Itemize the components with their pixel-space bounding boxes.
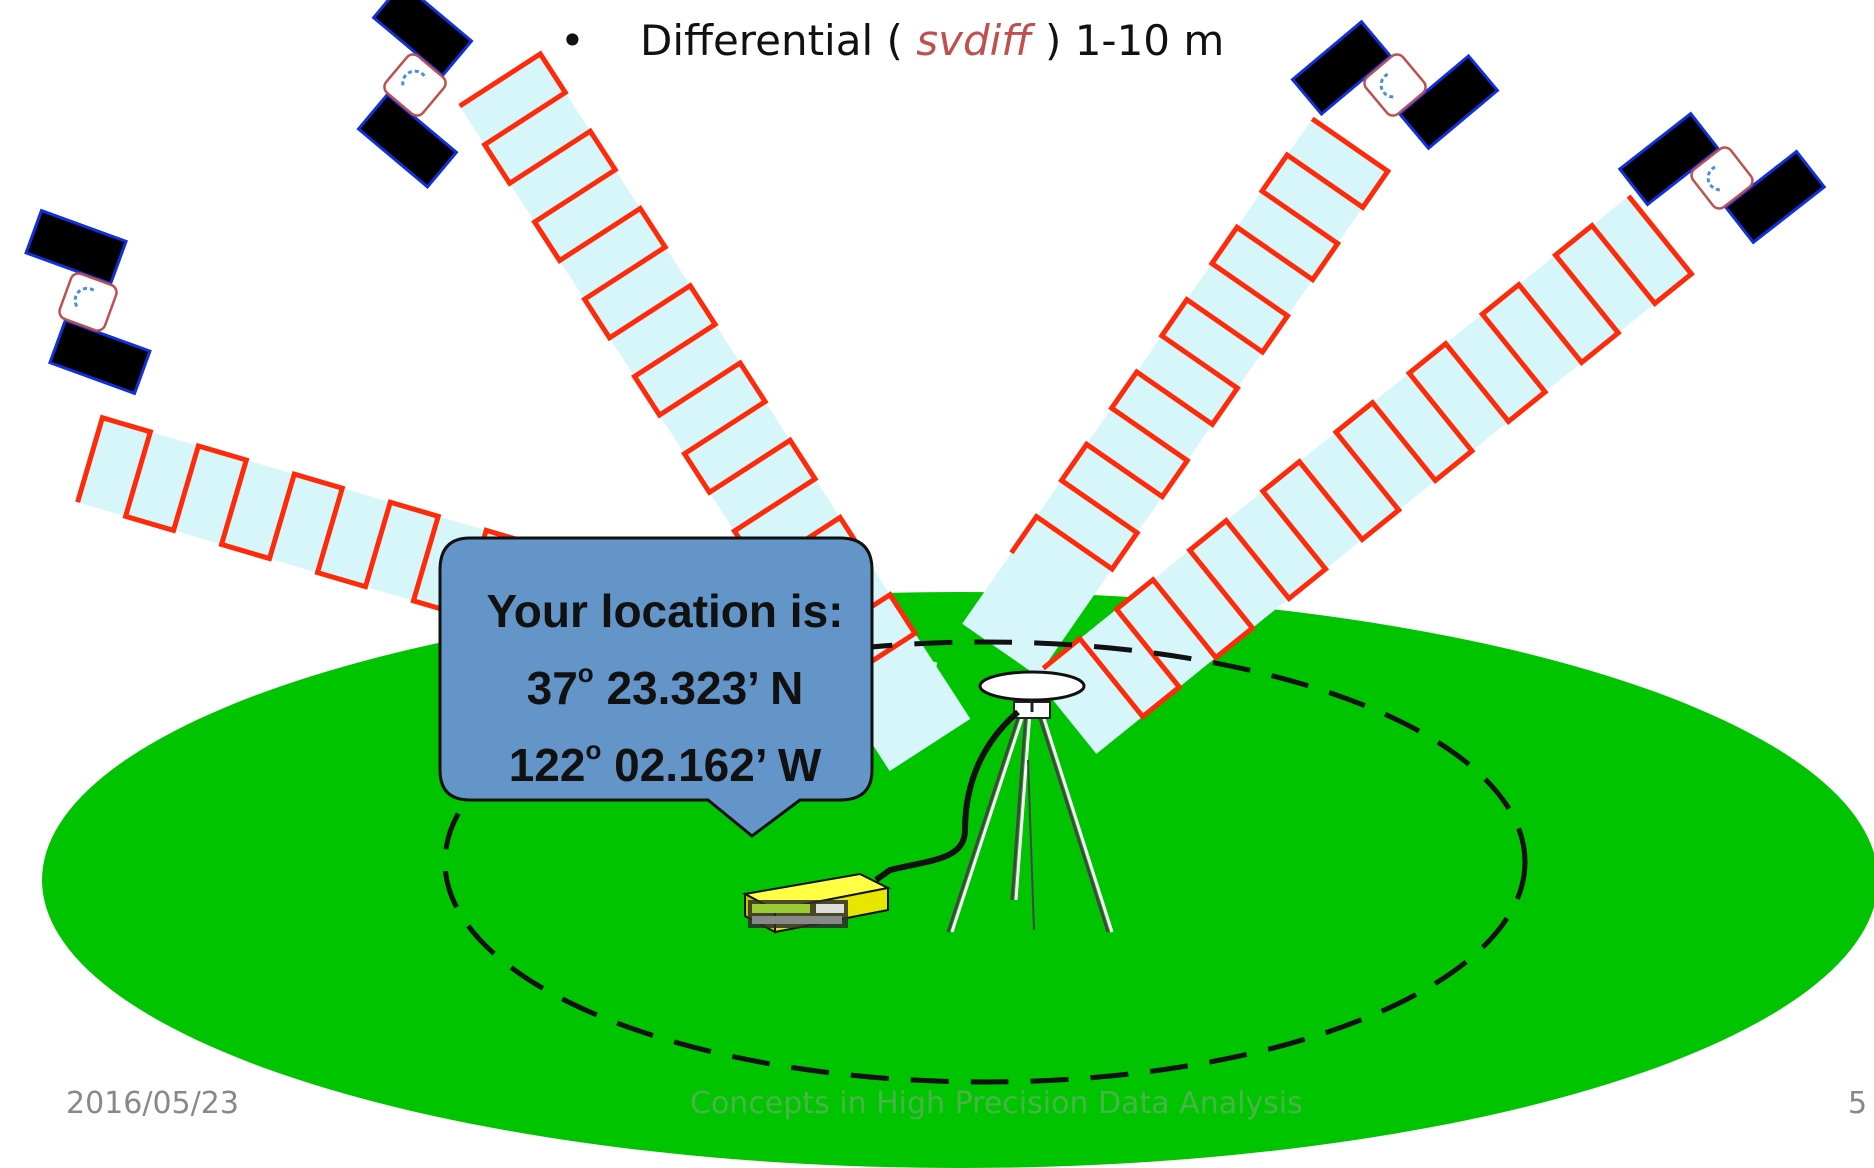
tripod-icon bbox=[946, 711, 1114, 933]
bullet-suffix: ) 1-10 m bbox=[1031, 16, 1225, 65]
satellite-icon-1 bbox=[356, 0, 474, 189]
location-callout bbox=[438, 536, 874, 838]
satellite-icon-4 bbox=[1617, 111, 1827, 245]
callout-heading: Your location is: bbox=[486, 585, 844, 637]
lon-minutes: 02.162’ W bbox=[601, 739, 822, 791]
signal-wave-4 bbox=[1033, 194, 1695, 754]
signal-wave-3 bbox=[962, 116, 1392, 677]
accuracy-bullet: • Differential ( svdiff ) 1-10 m bbox=[560, 16, 1224, 65]
lon-degrees: 122 bbox=[508, 739, 586, 791]
bullet-prefix: Differential ( bbox=[640, 16, 917, 65]
bullet-keyword: svdiff bbox=[916, 16, 1032, 65]
satellite-icon-3 bbox=[1290, 19, 1500, 151]
lat-degrees: 37 bbox=[526, 662, 578, 714]
callout-text: Your location is: 37o 23.323’ N 122o 02.… bbox=[440, 580, 890, 796]
receiver-icon bbox=[741, 872, 892, 934]
satellites bbox=[24, 0, 1827, 396]
callout-longitude: 122o 02.162’ W bbox=[440, 719, 890, 796]
lon-degree-mark: o bbox=[585, 735, 602, 765]
antenna-cable bbox=[874, 709, 1020, 883]
footer-title: Concepts in High Precision Data Analysis bbox=[690, 1086, 1303, 1121]
footer-date: 2016/05/23 bbox=[66, 1086, 239, 1121]
callout-latitude: 37o 23.323’ N bbox=[440, 642, 890, 719]
antenna-icon bbox=[978, 670, 1086, 702]
accuracy-circle bbox=[442, 639, 1528, 1085]
lat-minutes: 23.323’ N bbox=[593, 662, 804, 714]
ground-ellipse bbox=[42, 592, 1874, 1168]
footer-page-number: 5 bbox=[1848, 1086, 1868, 1121]
lat-degree-mark: o bbox=[577, 658, 594, 688]
bullet-marker: • bbox=[560, 16, 585, 65]
satellite-icon-2 bbox=[24, 208, 152, 396]
